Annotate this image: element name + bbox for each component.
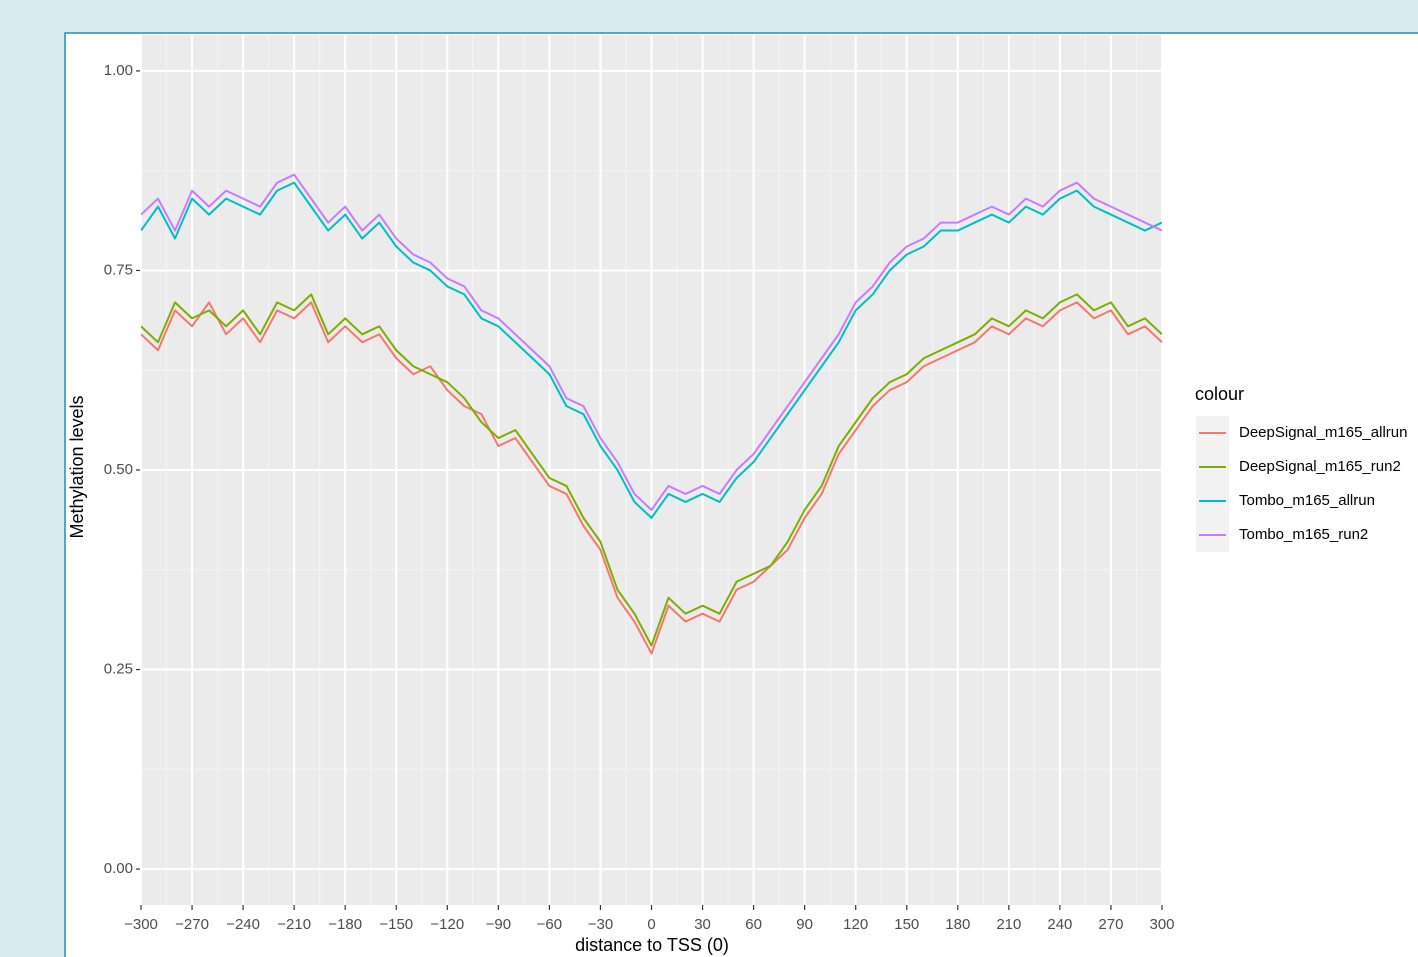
- series-line: [141, 181, 1162, 519]
- series-line: [141, 301, 1162, 655]
- x-tick-label: −240: [226, 916, 260, 933]
- legend-label: Tombo_m165_allrun: [1239, 492, 1375, 509]
- x-tick-label: −180: [328, 916, 362, 933]
- x-tick-label: −300: [124, 916, 158, 933]
- x-tick-label: 90: [796, 916, 813, 933]
- x-tick-label: 270: [1098, 916, 1123, 933]
- x-tick-label: 150: [894, 916, 919, 933]
- x-tick-label: −120: [430, 916, 464, 933]
- x-tick-label: −270: [175, 916, 209, 933]
- legend-title: colour: [1195, 384, 1244, 404]
- x-tick-label: 210: [996, 916, 1021, 933]
- x-axis-title: distance to TSS (0): [575, 935, 729, 955]
- x-tick-label: −210: [277, 916, 311, 933]
- y-tick-label: 1.00: [104, 62, 133, 79]
- x-tick-label: 300: [1149, 916, 1174, 933]
- legend-label: Tombo_m165_run2: [1239, 526, 1368, 543]
- x-tick-label: −90: [486, 916, 511, 933]
- x-tick-label: 120: [843, 916, 868, 933]
- y-tick-label: 0.25: [104, 661, 133, 678]
- y-tick-label: 0.00: [104, 860, 133, 877]
- x-tick-label: 30: [694, 916, 711, 933]
- y-tick-label: 0.75: [104, 261, 133, 278]
- series-line: [141, 293, 1162, 647]
- x-tick-label: 60: [745, 916, 762, 933]
- x-tick-label: 180: [945, 916, 970, 933]
- x-tick-label: −60: [537, 916, 562, 933]
- x-tick-label: 0: [647, 916, 655, 933]
- series-line: [141, 173, 1162, 511]
- legend-label: DeepSignal_m165_allrun: [1239, 424, 1407, 441]
- x-tick-label: −30: [588, 916, 613, 933]
- y-axis-title: Methylation levels: [67, 395, 87, 538]
- y-tick-label: 0.50: [104, 461, 133, 478]
- x-tick-label: −150: [379, 916, 413, 933]
- x-tick-label: 240: [1047, 916, 1072, 933]
- legend-label: DeepSignal_m165_run2: [1239, 458, 1401, 475]
